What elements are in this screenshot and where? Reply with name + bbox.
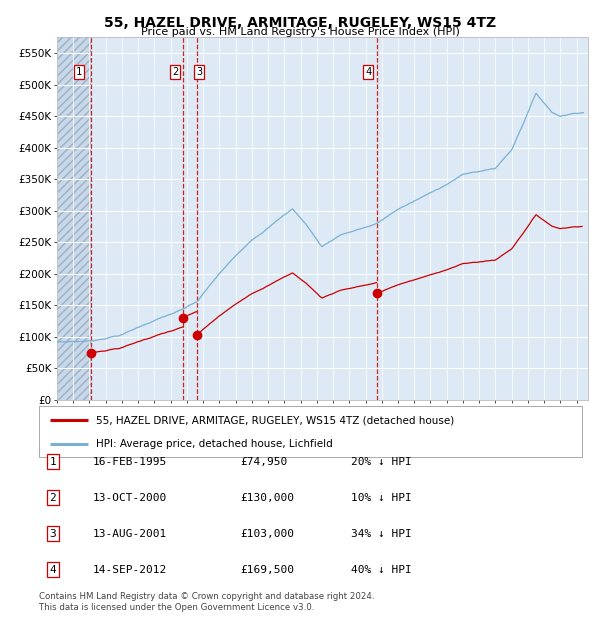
Text: 3: 3: [49, 529, 56, 539]
Text: 2: 2: [172, 67, 178, 77]
Text: 20% ↓ HPI: 20% ↓ HPI: [351, 457, 412, 467]
Bar: [57, 37, 91, 400]
Text: 3: 3: [196, 67, 203, 77]
Text: 4: 4: [49, 565, 56, 575]
Text: 14-SEP-2012: 14-SEP-2012: [93, 565, 167, 575]
Text: Price paid vs. HM Land Registry's House Price Index (HPI): Price paid vs. HM Land Registry's House …: [140, 27, 460, 37]
Text: 16-FEB-1995: 16-FEB-1995: [93, 457, 167, 467]
Text: 40% ↓ HPI: 40% ↓ HPI: [351, 565, 412, 575]
Text: 1: 1: [49, 457, 56, 467]
Text: £130,000: £130,000: [240, 493, 294, 503]
Text: Contains HM Land Registry data © Crown copyright and database right 2024.: Contains HM Land Registry data © Crown c…: [39, 592, 374, 601]
Text: 13-OCT-2000: 13-OCT-2000: [93, 493, 167, 503]
Text: 2: 2: [49, 493, 56, 503]
Text: 55, HAZEL DRIVE, ARMITAGE, RUGELEY, WS15 4TZ (detached house): 55, HAZEL DRIVE, ARMITAGE, RUGELEY, WS15…: [96, 415, 454, 425]
Text: £74,950: £74,950: [240, 457, 287, 467]
Text: This data is licensed under the Open Government Licence v3.0.: This data is licensed under the Open Gov…: [39, 603, 314, 612]
Text: HPI: Average price, detached house, Lichfield: HPI: Average price, detached house, Lich…: [96, 439, 333, 450]
Text: 34% ↓ HPI: 34% ↓ HPI: [351, 529, 412, 539]
Text: 10% ↓ HPI: 10% ↓ HPI: [351, 493, 412, 503]
Bar: [57, 37, 91, 400]
Text: £103,000: £103,000: [240, 529, 294, 539]
Text: £169,500: £169,500: [240, 565, 294, 575]
Text: 13-AUG-2001: 13-AUG-2001: [93, 529, 167, 539]
Text: 55, HAZEL DRIVE, ARMITAGE, RUGELEY, WS15 4TZ: 55, HAZEL DRIVE, ARMITAGE, RUGELEY, WS15…: [104, 16, 496, 30]
Text: 4: 4: [365, 67, 371, 77]
Text: 1: 1: [76, 67, 82, 77]
